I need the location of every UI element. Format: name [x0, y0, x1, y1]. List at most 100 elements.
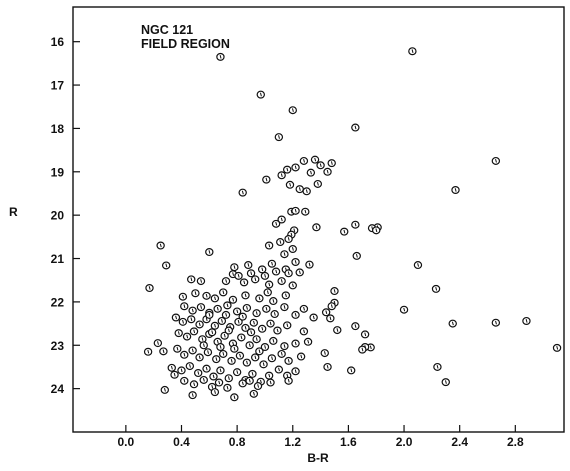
data-point [552, 343, 562, 352]
data-point [210, 321, 220, 330]
data-point-inner-mark [180, 368, 183, 373]
data-point [276, 238, 285, 247]
data-point [283, 165, 292, 174]
data-point [210, 294, 220, 303]
data-point [207, 328, 217, 337]
data-point-inner-mark [157, 341, 159, 345]
data-point [187, 275, 196, 284]
data-point [237, 333, 246, 342]
data-point [245, 341, 254, 350]
data-point [291, 163, 300, 172]
data-point [223, 301, 232, 310]
data-point [333, 326, 342, 335]
data-point-inner-mark [319, 163, 322, 168]
data-point [288, 106, 297, 115]
data-point [255, 347, 264, 356]
data-point [522, 316, 531, 325]
data-point-inner-mark [212, 374, 215, 379]
data-point [257, 265, 267, 274]
data-point [351, 220, 360, 229]
data-point [326, 314, 335, 323]
data-point-inner-mark [265, 306, 268, 311]
data-point [248, 369, 257, 378]
data-point-inner-mark [268, 282, 271, 287]
data-point-inner-mark [225, 312, 228, 317]
data-point-inner-mark [312, 315, 315, 320]
data-point-inner-mark [261, 267, 264, 272]
data-point-inner-mark [259, 379, 262, 384]
data-point [264, 280, 274, 289]
data-point-inner-mark [278, 367, 280, 372]
data-point [260, 343, 270, 352]
data-point [188, 346, 197, 355]
data-point [239, 278, 249, 287]
data-point [291, 310, 300, 319]
data-point-inner-mark [162, 349, 165, 354]
data-point [224, 326, 233, 335]
data-point-inner-mark [240, 335, 243, 340]
data-point [372, 226, 381, 235]
data-point-inner-mark [375, 228, 378, 233]
data-point-inner-mark [285, 293, 287, 298]
data-point-inner-mark [272, 299, 275, 303]
data-point-inner-mark [198, 322, 201, 327]
data-point-inner-mark [250, 271, 253, 276]
data-point [161, 261, 171, 270]
data-point-inner-mark [294, 369, 297, 374]
data-point [219, 349, 228, 358]
data-point-inner-mark [287, 237, 290, 241]
data-point-inner-mark [183, 352, 186, 357]
data-point [249, 318, 259, 327]
data-point-inner-mark [183, 378, 186, 383]
data-point-inner-mark [308, 262, 311, 267]
data-point [230, 344, 239, 353]
data-point [491, 156, 501, 165]
data-point [185, 362, 195, 371]
data-point [305, 260, 314, 269]
data-point [205, 248, 214, 257]
data-point [246, 269, 256, 278]
data-point-inner-mark [228, 328, 230, 333]
data-point-inner-mark [255, 337, 258, 341]
data-point [242, 303, 252, 312]
data-point-inner-mark [211, 384, 214, 389]
data-point-inner-mark [219, 345, 222, 349]
data-point [253, 382, 263, 391]
data-point [288, 244, 297, 253]
data-point [399, 305, 409, 314]
data-point [321, 308, 331, 317]
data-point-inner-mark [250, 330, 253, 334]
data-point [312, 223, 321, 232]
data-point [209, 372, 218, 381]
data-point [191, 289, 200, 298]
data-point [230, 263, 239, 272]
data-point [257, 324, 267, 333]
data-point [195, 320, 204, 329]
data-point [234, 271, 243, 280]
data-point [433, 362, 442, 371]
y-tick-label: 22 [51, 295, 65, 309]
data-point [291, 367, 300, 376]
data-point [313, 179, 323, 188]
data-point-inner-mark [280, 352, 283, 356]
data-point [196, 277, 206, 286]
data-point [327, 302, 336, 311]
data-point-inner-mark [411, 49, 414, 53]
data-point [202, 364, 211, 373]
data-point-inner-mark [233, 395, 236, 400]
data-point-inner-mark [304, 209, 307, 214]
data-point-inner-mark [236, 309, 239, 314]
data-point [283, 321, 292, 330]
data-point-inner-mark [191, 308, 194, 313]
data-point-inner-mark [244, 325, 247, 330]
data-point [327, 159, 336, 168]
data-point-inner-mark [287, 358, 290, 363]
data-point-inner-mark [190, 317, 193, 321]
data-point-inner-mark [310, 170, 312, 175]
data-point [351, 123, 360, 132]
data-point [303, 337, 313, 346]
data-point [302, 187, 311, 196]
data-point [195, 353, 204, 362]
data-point [351, 322, 360, 331]
data-point-inner-mark [248, 343, 251, 347]
